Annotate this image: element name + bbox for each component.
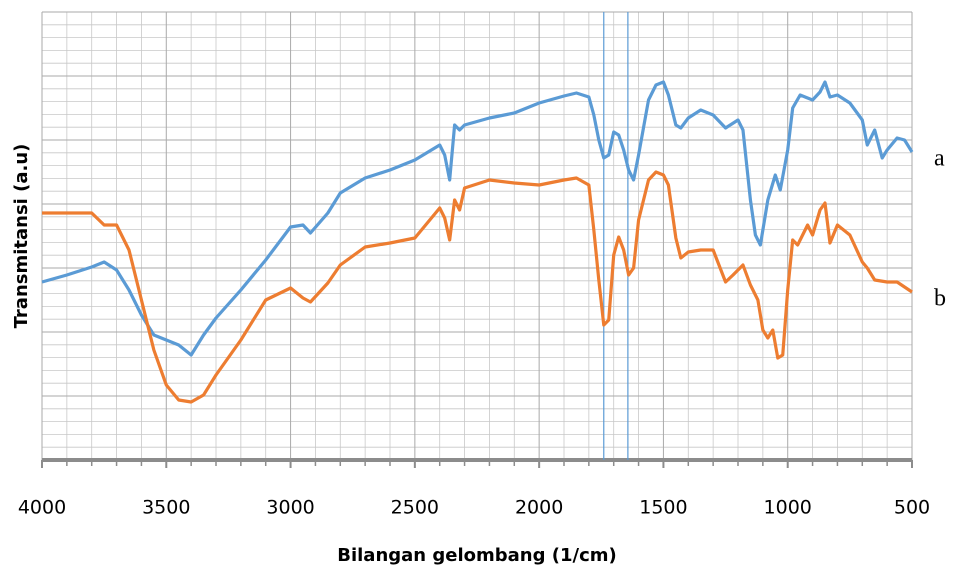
- x-tick-label: 2000: [515, 497, 563, 519]
- x-tick-label: 2500: [391, 497, 439, 519]
- x-tick-label: 4000: [18, 497, 66, 519]
- x-tick-label: 3500: [142, 497, 190, 519]
- series-label: b: [934, 286, 946, 312]
- x-tick-label: 500: [894, 497, 930, 519]
- x-axis-title: Bilangan gelombang (1/cm): [337, 545, 617, 566]
- series-line: [41, 80, 914, 357]
- series-label: a: [934, 146, 945, 172]
- x-tick-label: 1000: [764, 497, 812, 519]
- y-axis-title: Transmitansi (a.u): [11, 144, 32, 329]
- x-tick-label: 3000: [266, 497, 314, 519]
- x-tick-label: 1500: [639, 497, 687, 519]
- series-line: [42, 170, 913, 404]
